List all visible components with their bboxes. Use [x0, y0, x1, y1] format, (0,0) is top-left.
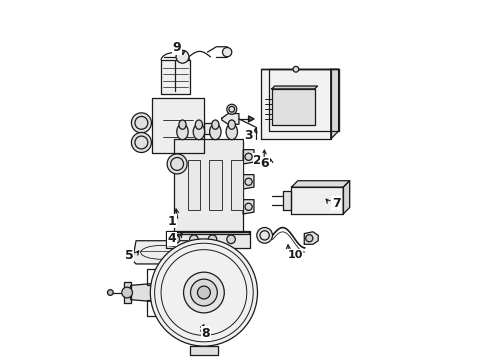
Circle shape — [245, 203, 252, 210]
Circle shape — [176, 50, 189, 63]
Polygon shape — [190, 346, 218, 355]
Ellipse shape — [179, 120, 186, 129]
Circle shape — [190, 235, 198, 244]
Circle shape — [150, 239, 258, 346]
Polygon shape — [248, 116, 254, 122]
Circle shape — [245, 153, 252, 160]
Circle shape — [191, 279, 218, 306]
Polygon shape — [204, 123, 218, 134]
Circle shape — [306, 235, 313, 242]
Circle shape — [257, 228, 272, 243]
Bar — [231, 160, 243, 210]
Text: 9: 9 — [173, 41, 181, 54]
Polygon shape — [261, 69, 331, 139]
Ellipse shape — [212, 120, 219, 129]
Polygon shape — [131, 284, 152, 301]
Circle shape — [245, 178, 252, 185]
Polygon shape — [272, 86, 318, 89]
Polygon shape — [272, 89, 315, 125]
Circle shape — [184, 272, 224, 313]
Ellipse shape — [210, 124, 221, 140]
Circle shape — [167, 154, 187, 174]
Polygon shape — [283, 191, 292, 210]
Text: 10: 10 — [287, 250, 303, 260]
Polygon shape — [304, 232, 318, 244]
Polygon shape — [243, 150, 254, 164]
Polygon shape — [167, 231, 250, 248]
Polygon shape — [292, 181, 350, 187]
Polygon shape — [168, 232, 248, 234]
Circle shape — [227, 235, 235, 244]
Ellipse shape — [177, 124, 188, 140]
Text: 1: 1 — [168, 215, 176, 228]
Ellipse shape — [226, 124, 238, 140]
Polygon shape — [193, 239, 215, 247]
Ellipse shape — [193, 124, 205, 140]
Ellipse shape — [228, 120, 235, 129]
Polygon shape — [173, 139, 243, 232]
Text: 2: 2 — [253, 154, 262, 167]
Polygon shape — [269, 69, 339, 131]
Text: 5: 5 — [124, 248, 133, 261]
Circle shape — [222, 48, 232, 57]
Bar — [209, 160, 222, 210]
Circle shape — [227, 104, 237, 114]
Polygon shape — [331, 69, 339, 139]
Text: 8: 8 — [201, 327, 210, 340]
Circle shape — [122, 287, 132, 298]
Polygon shape — [132, 241, 192, 264]
Polygon shape — [152, 98, 204, 153]
Polygon shape — [343, 181, 350, 214]
Polygon shape — [161, 60, 190, 94]
Circle shape — [131, 132, 151, 153]
Circle shape — [208, 235, 217, 244]
Ellipse shape — [196, 120, 202, 129]
Circle shape — [197, 286, 210, 299]
Circle shape — [131, 113, 151, 133]
Bar — [188, 160, 200, 210]
Polygon shape — [243, 175, 254, 189]
Polygon shape — [292, 187, 343, 214]
Circle shape — [171, 235, 180, 244]
Polygon shape — [243, 200, 254, 214]
Text: 3: 3 — [244, 129, 253, 142]
Polygon shape — [123, 282, 131, 303]
Text: 7: 7 — [332, 197, 341, 210]
Text: 6: 6 — [260, 157, 269, 170]
Text: 4: 4 — [168, 233, 176, 246]
Polygon shape — [222, 113, 239, 124]
Circle shape — [107, 290, 113, 296]
Circle shape — [293, 66, 299, 72]
